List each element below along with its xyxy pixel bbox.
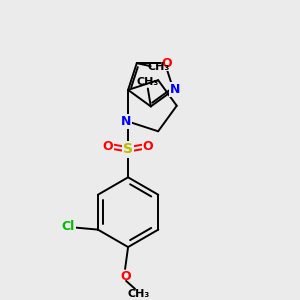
Text: O: O bbox=[143, 140, 153, 153]
Text: O: O bbox=[162, 57, 172, 70]
Text: CH₃: CH₃ bbox=[148, 62, 170, 72]
Text: CH₃: CH₃ bbox=[137, 76, 159, 86]
Text: N: N bbox=[121, 115, 131, 128]
Text: O: O bbox=[121, 270, 131, 284]
Text: Cl: Cl bbox=[61, 220, 75, 233]
Text: CH₃: CH₃ bbox=[128, 289, 150, 299]
Text: O: O bbox=[103, 140, 113, 153]
Text: N: N bbox=[170, 83, 181, 96]
Text: S: S bbox=[123, 142, 133, 156]
